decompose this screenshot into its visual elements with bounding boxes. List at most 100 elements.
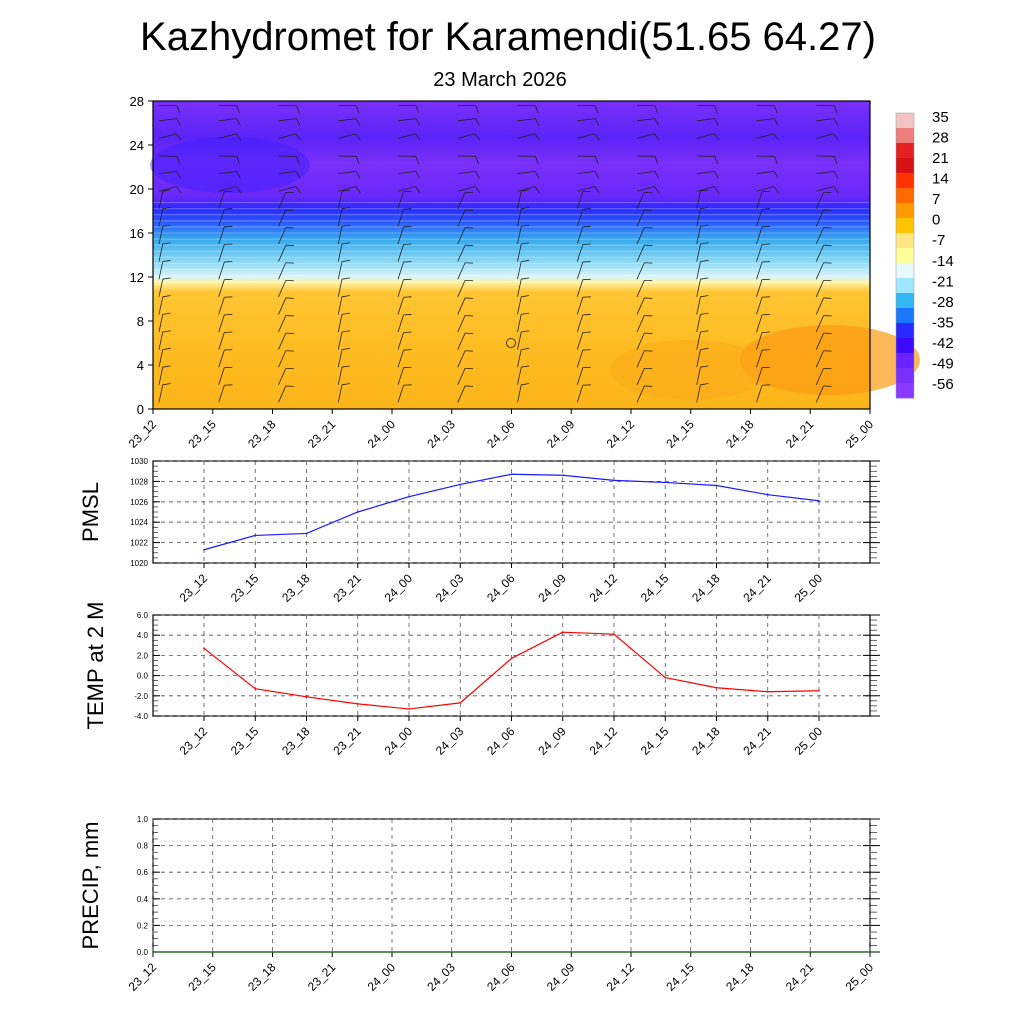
wind-barb <box>696 261 701 280</box>
wind-barb-feather <box>833 171 839 179</box>
colorbar-label: 7 <box>932 191 940 208</box>
wind-barb <box>337 191 343 209</box>
wind-barb <box>338 186 356 192</box>
wind-barb <box>815 192 824 209</box>
warm-surface-patch-2 <box>610 340 770 400</box>
wind-barb <box>756 332 763 350</box>
wind-barb <box>517 186 535 192</box>
cs-xtick-label: 24_15 <box>663 417 697 451</box>
cs-ytick-label: 0 <box>137 402 144 417</box>
cs-ytick-label: 12 <box>130 270 144 285</box>
pmsl-ytick-label: 1028 <box>130 477 148 486</box>
cs-xtick-label: 23_12 <box>126 417 160 451</box>
wind-barb <box>696 279 701 297</box>
precip-data-point <box>570 951 573 953</box>
wind-barb-feather <box>475 105 479 114</box>
wind-barb-feather <box>594 186 600 194</box>
colorbar-label: -7 <box>932 232 945 249</box>
precip-data-point <box>331 951 334 953</box>
wind-barb-feather <box>475 118 480 126</box>
pmsl-xtick-label: 24_21 <box>740 571 774 605</box>
wind-barb-feather <box>236 118 241 126</box>
wind-barb <box>756 297 763 315</box>
wind-barb <box>218 226 225 245</box>
wind-barb-feather <box>521 383 530 386</box>
wind-barb <box>457 315 466 333</box>
wind-barb-feather <box>833 133 839 141</box>
wind-barb <box>278 332 287 350</box>
cs-ytick-label: 20 <box>130 182 144 197</box>
precip-xtick-label: 23_12 <box>126 960 160 994</box>
precip-xtick-label: 24_15 <box>663 960 697 994</box>
wind-barb-feather <box>341 312 350 315</box>
cold-core-patch <box>150 137 310 193</box>
precip-data-point <box>271 951 274 953</box>
colorbar-label: 14 <box>932 171 949 188</box>
cs-xtick-label: 25_00 <box>843 417 877 451</box>
wind-barb <box>756 191 763 209</box>
wind-barb <box>576 385 584 403</box>
wind-barb <box>278 209 287 227</box>
wind-barb-feather <box>355 186 361 194</box>
wind-barb-feather <box>535 118 540 126</box>
wind-barb-feather <box>654 171 660 179</box>
wind-barb <box>636 332 645 350</box>
precip-data-point <box>809 951 812 953</box>
colorbar-label: 35 <box>932 109 949 126</box>
chart-subtitle: 23 March 2026 <box>433 69 566 91</box>
wind-barb <box>158 133 177 139</box>
wind-barb <box>576 191 584 209</box>
wind-barb <box>457 262 466 280</box>
wind-barb-feather <box>654 118 660 126</box>
precip-data-point <box>630 951 632 953</box>
temp-xtick-label: 24_12 <box>587 724 621 758</box>
pmsl-xtick-label: 24_06 <box>484 571 518 605</box>
precip-data-point <box>450 951 453 953</box>
pmsl-data-point <box>510 473 513 476</box>
wind-barb <box>756 133 774 139</box>
wind-barb-feather <box>700 312 709 315</box>
wind-barb <box>636 244 645 262</box>
precip-ytick-label: 0.8 <box>137 842 149 851</box>
wind-barb <box>636 385 645 403</box>
cs-xtick-label: 23_15 <box>185 417 219 451</box>
wind-barb <box>158 367 164 385</box>
precip-xtick-label: 24_03 <box>424 960 458 994</box>
wind-barb <box>218 191 225 209</box>
wind-barb-feather <box>474 133 481 141</box>
temp-xtick-label: 24_21 <box>740 724 774 758</box>
colorbar-swatch <box>896 293 914 309</box>
wind-barb <box>337 349 343 368</box>
wind-barb <box>696 331 701 350</box>
colorbar-swatch <box>896 368 914 384</box>
wind-barb-feather <box>475 156 479 164</box>
wind-barb-feather <box>355 105 360 114</box>
cs-xtick-label: 24_12 <box>604 417 638 451</box>
wind-barb-feather <box>162 312 171 315</box>
wind-barb <box>815 227 824 245</box>
wind-barb <box>756 385 763 403</box>
wind-barb <box>576 349 584 368</box>
wind-barb <box>576 297 584 315</box>
wind-barb-feather <box>700 277 709 280</box>
wind-barb <box>636 171 655 174</box>
cs-ytick-label: 24 <box>130 138 144 153</box>
wind-barb <box>218 244 225 262</box>
wind-barb-feather <box>774 156 778 164</box>
precip-xtick-label: 25_00 <box>843 960 877 994</box>
wind-barb <box>158 331 164 350</box>
wind-barb <box>457 368 466 385</box>
wind-barb-feather <box>355 171 361 179</box>
temp-data-point <box>664 676 667 679</box>
colorbar-swatch <box>896 173 914 189</box>
wind-barb <box>337 296 343 315</box>
wind-barb <box>517 208 522 227</box>
wind-barb <box>517 331 522 350</box>
temp-xtick-label: 23_21 <box>330 724 364 758</box>
temp-data-point <box>766 690 769 693</box>
pmsl-data-point <box>408 495 410 498</box>
temp-data-point <box>818 689 820 692</box>
pmsl-ytick-label: 1030 <box>130 457 148 466</box>
wind-barb <box>815 297 824 315</box>
wind-barb <box>158 384 164 403</box>
